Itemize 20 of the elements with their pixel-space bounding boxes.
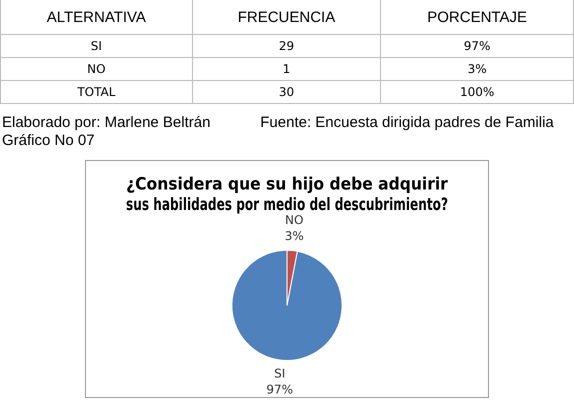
text: 30 — [192, 80, 381, 104]
slice-label: NO — [285, 212, 304, 227]
text: SI — [0, 34, 192, 58]
chart-title: ¿Considera que su hijo debe adquirir sus habilidades por medio del descubrimiento? — [126, 174, 448, 215]
text: TOTAL — [0, 80, 192, 104]
text: 29 — [192, 34, 381, 58]
text: NO — [0, 58, 192, 80]
text: FRECUENCIA — [192, 0, 381, 34]
text: Gráfico No 07 — [2, 132, 95, 150]
source-note: Fuente: Encuesta dirigida padres de Familia — [259, 114, 555, 132]
text: 3% — [380, 58, 574, 80]
text: Elaborado por: Marlene Beltrán — [2, 114, 210, 132]
text: 1 — [192, 58, 381, 80]
text: 97% — [380, 34, 574, 58]
text: PORCENTAJE — [380, 0, 574, 34]
slice-label: SI — [274, 366, 286, 380]
data-label: 97% — [266, 382, 294, 396]
data-label: 3% — [284, 228, 304, 243]
text: ALTERNATIVA — [0, 0, 192, 34]
text: 100% — [380, 80, 574, 104]
